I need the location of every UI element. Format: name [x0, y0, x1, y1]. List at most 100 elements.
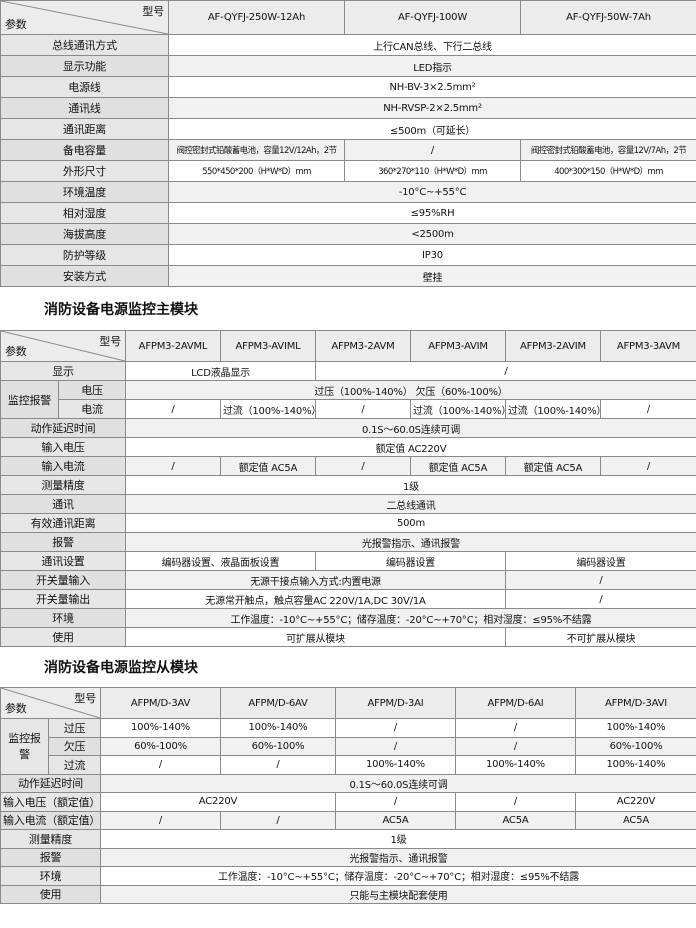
param-name: 使用 [0, 627, 126, 647]
value-cell: / [600, 399, 696, 419]
spec-row: 测量精度 1级 [0, 475, 696, 495]
param-label: 参数 [5, 345, 27, 358]
param-name: 过流 [48, 755, 101, 775]
spec-row: 电流 / 过流（100%-140%） / 过流（100%-140%） 过流（100%-14… [1, 399, 696, 419]
param-name: 外形尺寸 [0, 160, 169, 182]
spec-row: 通讯设置 编码器设置、液晶面板设置 编码器设置 编码器设置 [0, 551, 696, 571]
value-cell: / [455, 792, 576, 812]
section-title: 消防设备电源监控主模块 [44, 301, 198, 318]
param-name: 通讯线 [0, 97, 169, 119]
value-cell: ≤500m（可延长） [168, 118, 696, 140]
spec-row: 动作延迟时间 0.1S～60.0S连续可调 [0, 418, 696, 438]
value-cell: 可扩展从模块 [125, 627, 506, 647]
spec-row: 测量精度 1级 [0, 829, 696, 849]
value-cell: 工作温度：-10°C~+55°C；储存温度：-20°C~+70°C；相对湿度：≤… [125, 608, 696, 628]
value-cell: / [344, 139, 521, 161]
value-cell: 过流（100%-140%） [220, 399, 316, 419]
param-name: 有效通讯距离 [0, 513, 126, 533]
value-cell: / [125, 456, 221, 476]
value-cell: AC5A [335, 810, 456, 830]
param-name: 欠压 [48, 736, 101, 756]
corner-cell: 型号 参数 [0, 0, 169, 35]
value-cell: / [220, 755, 336, 775]
param-name: 输入电流 [0, 456, 126, 476]
value-cell: 60%-100% [575, 736, 696, 756]
value-cell: / [315, 361, 696, 381]
model-name: AF-QYFJ-250W-12Ah [168, 0, 345, 35]
spec-row: 通讯 二总线通讯 [0, 494, 696, 514]
spec-row: 欠压 60%-100% 60%-100% //60%-100% [1, 736, 696, 756]
value-cell: 100%-140% [220, 718, 336, 738]
spec-row: 动作延迟时间 0.1S～60.0S连续可调 [0, 773, 696, 793]
value-cell: 无源常开触点，触点容量AC 220V/1A,DC 30V/1A [125, 589, 506, 609]
value-cell: / [505, 589, 696, 609]
model-name: AF-QYFJ-50W-7Ah [520, 0, 696, 35]
spec-row: 输入电压（额定值） AC220V / / AC220V [0, 792, 696, 812]
spec-row: 显示 LCD液晶显示 / [0, 361, 696, 381]
param-name: 防护等级 [0, 244, 169, 266]
value-cell: 工作温度：-10°C~+55°C；储存温度：-20°C~+70°C；相对湿度：≤… [100, 866, 696, 886]
spec-row: 使用 可扩展从模块 不可扩展从模块 [0, 627, 696, 647]
group-label: 监控报警 [0, 380, 59, 419]
model-name: AFPM3-3AVM [600, 330, 696, 362]
model-name: AFPM/D-3AVI [575, 687, 696, 719]
value-cell: AC220V [100, 792, 336, 812]
param-name: 通讯距离 [0, 118, 169, 140]
value-cell: / [505, 570, 696, 590]
spec-row: 输入电压 额定值 AC220V [0, 437, 696, 457]
value-cell: 过压（100%-140%） 欠压（60%-100%） [125, 380, 696, 400]
value-cell: LCD液晶显示 [125, 361, 316, 381]
value-cell: 不可扩展从模块 [505, 627, 696, 647]
param-name: 报警 [0, 532, 126, 552]
value-cell: 1级 [100, 829, 696, 849]
param-name: 海拔高度 [0, 223, 169, 245]
model-name: AFPM/D-6AV [220, 687, 336, 719]
value-cell: NH-BV-3×2.5mm² [168, 76, 696, 98]
spec-row: 过流 //100%-140% 100%-140% 100%-140% [1, 755, 696, 775]
model-name: AFPM3-2AVML [125, 330, 221, 362]
spec-row: 总线通讯方式 上行CAN总线、下行二总线 [0, 34, 696, 56]
model-name: AFPM3-2AVM [315, 330, 411, 362]
value-cell: 编码器设置 [315, 551, 506, 571]
value-cell: / [335, 792, 456, 812]
spec-row: 开关量输入 无源干接点输入方式:内置电源 / [0, 570, 696, 590]
spec-row: 海拔高度 <2500m [0, 223, 696, 245]
spec-row: 通讯距离 ≤500m（可延长） [0, 118, 696, 140]
param-name: 环境温度 [0, 181, 169, 203]
value-cell: 400*300*150（H*W*D）mm [520, 160, 696, 182]
value-cell: 阀控密封式铅酸蓄电池，容量12V/12Ah，2节 [168, 139, 345, 161]
value-cell: LED指示 [168, 55, 696, 77]
param-name: 测量精度 [0, 829, 101, 849]
param-name: 测量精度 [0, 475, 126, 495]
header-row: 型号 参数 AFPM3-2AVML AFPM3-AVIML AFPM3-2AVM AFPM… [0, 330, 696, 362]
model-name: AFPM3-AVIM [410, 330, 506, 362]
value-cell: 光报警指示、通讯报警 [125, 532, 696, 552]
spec-row: 安装方式 壁挂 [0, 265, 696, 287]
spec-row: 环境 工作温度：-10°C~+55°C；储存温度：-20°C~+70°C；相对湿度… [0, 608, 696, 628]
model-name: AFPM/D-6AI [455, 687, 576, 719]
spec-row: 监控报警 过压 100%-140% 100%-140% //100%-140% [0, 718, 696, 775]
spec-row: 报警 光报警指示、通讯报警 [0, 847, 696, 867]
header-row: 型号 参数 AF-QYFJ-250W-12Ah AF-QYFJ-100W AF-QYFJ… [0, 0, 696, 35]
spec-row: 报警 光报警指示、通讯报警 [0, 532, 696, 552]
value-cell: 额定值 AC5A [410, 456, 506, 476]
param-name: 总线通讯方式 [0, 34, 169, 56]
param-name: 备电容量 [0, 139, 169, 161]
value-cell: 360*270*110（H*W*D）mm [344, 160, 521, 182]
value-cell: AC220V [575, 792, 696, 812]
value-cell: 过流（100%-140%） [505, 399, 601, 419]
param-name: 开关量输出 [0, 589, 126, 609]
param-name: 动作延迟时间 [0, 773, 101, 793]
spec-row: 显示功能 LED指示 [0, 55, 696, 77]
section-title: 消防设备电源监控从模块 [44, 660, 198, 676]
value-cell: / [335, 736, 456, 756]
spec-row: 防护等级 IP30 [0, 244, 696, 266]
header-row: 型号 参数 AFPM/D-3AV AFPM/D-6AV AFPM/D-3AI AFPM/D… [0, 687, 696, 719]
value-cell: / [100, 755, 221, 775]
param-name: 输入电流（额定值） [0, 810, 101, 830]
corner-cell: 型号 参数 [0, 330, 126, 362]
spec-table: 型号 参数 AFPM/D-3AV AFPM/D-6AV AFPM/D-3AI AFPM/D… [0, 687, 696, 904]
param-name: 环境 [0, 608, 126, 628]
model-label: 型号 [74, 692, 96, 705]
